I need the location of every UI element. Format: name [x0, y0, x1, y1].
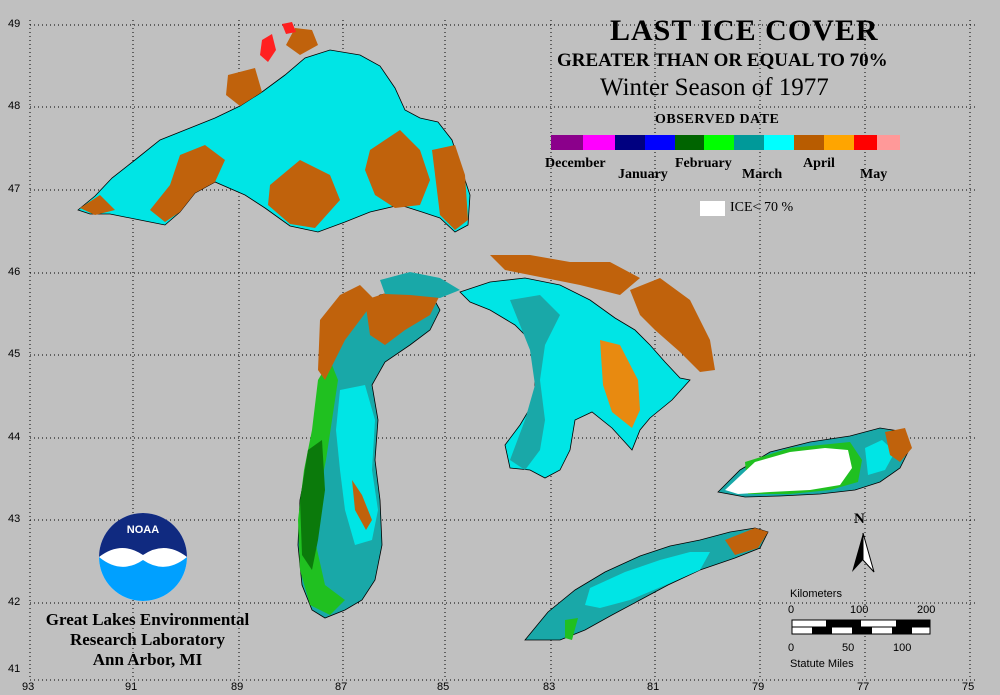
lon-label-75: 75 — [962, 681, 975, 693]
credit-line3: Ann Arbor, MI — [92, 650, 203, 669]
legend-month-january: January — [618, 167, 668, 182]
lake-ontario — [717, 427, 912, 498]
lon-label-89: 89 — [231, 681, 244, 693]
lake-superior — [77, 22, 471, 233]
north-arrow — [852, 532, 875, 573]
lat-label-45: 45 — [8, 348, 21, 360]
lake-erie — [524, 527, 769, 641]
lake-huron — [459, 255, 715, 479]
scale-mi-50: 50 — [842, 642, 855, 654]
noaa-logo-text: NOAA — [127, 524, 159, 536]
legend-month-april: April — [803, 156, 835, 171]
legend-heading: OBSERVED DATE — [655, 112, 780, 127]
lake-michigan — [297, 272, 460, 619]
lon-label-79: 79 — [752, 681, 765, 693]
lat-label-48: 48 — [8, 100, 21, 112]
legend-month-december: December — [545, 156, 606, 171]
legend-month-february: February — [675, 156, 732, 171]
credit-line1: Great Lakes Environmental — [45, 610, 250, 629]
lat-label-43: 43 — [8, 513, 21, 525]
scale-km-100: 100 — [850, 604, 869, 616]
lat-label-42: 42 — [8, 596, 21, 608]
legend-color-bar — [551, 135, 900, 150]
scale-km-0: 0 — [788, 604, 795, 616]
lat-label-47: 47 — [8, 183, 21, 195]
lon-label-87: 87 — [335, 681, 348, 693]
title-line2: GREATER THAN OR EQUAL TO 70% — [557, 50, 888, 71]
lon-label-91: 91 — [125, 681, 138, 693]
legend-month-may: May — [860, 167, 888, 182]
noaa-logo — [99, 513, 187, 601]
title-line3: Winter Season of 1977 — [600, 74, 829, 101]
ice-lt-swatch — [700, 201, 725, 216]
legend-ice-lt-label: ICE< 70 % — [730, 200, 794, 215]
lat-label-49: 49 — [8, 18, 21, 30]
scale-mi-title: Statute Miles — [790, 658, 854, 670]
scale-mi-100: 100 — [893, 642, 912, 654]
lon-label-83: 83 — [543, 681, 556, 693]
lat-label-46: 46 — [8, 266, 21, 278]
scale-km-title: Kilometers — [790, 588, 842, 600]
legend-month-march: March — [742, 167, 783, 182]
lon-label-85: 85 — [437, 681, 450, 693]
scale-bar — [791, 619, 931, 635]
lon-label-77: 77 — [857, 681, 870, 693]
title-line1: LAST ICE COVER — [610, 14, 879, 47]
lon-label-93: 93 — [22, 681, 35, 693]
scale-mi-0: 0 — [788, 642, 795, 654]
credit-line2: Research Laboratory — [69, 630, 226, 649]
north-label: N — [854, 511, 865, 527]
scale-km-200: 200 — [917, 604, 936, 616]
lat-label-44: 44 — [8, 431, 21, 443]
lon-label-81: 81 — [647, 681, 660, 693]
lat-lon-grid — [29, 20, 975, 681]
lat-label-41: 41 — [8, 663, 21, 675]
